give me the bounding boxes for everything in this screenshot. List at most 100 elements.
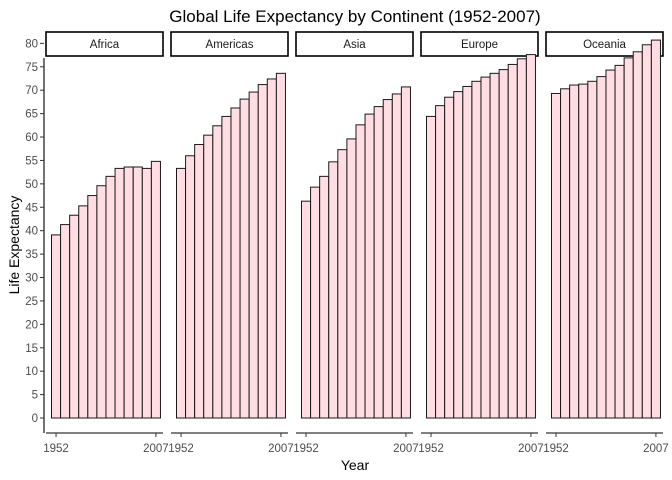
bar-americas-1997 — [257, 84, 268, 419]
bar-europe-1952 — [426, 115, 437, 419]
y-tick-label: 80 — [25, 38, 38, 50]
y-tick-label: 10 — [25, 366, 38, 378]
bar-americas-1962 — [194, 144, 205, 419]
bar-oceania-1977 — [596, 76, 607, 419]
bar-europe-1967 — [453, 91, 464, 419]
bar-oceania-1962 — [569, 84, 580, 419]
facet-strip — [420, 31, 539, 57]
x-tick-label: 1952 — [418, 443, 444, 455]
facet-strip — [170, 31, 289, 57]
y-tick-label: 5 — [32, 390, 38, 402]
facet-strip-label: Europe — [461, 39, 498, 51]
x-axis-title: Year — [341, 457, 370, 473]
bar-africa-1977 — [96, 185, 107, 419]
y-tick-label: 60 — [25, 132, 38, 144]
bar-asia-1962 — [319, 175, 330, 419]
bar-europe-1977 — [471, 80, 482, 419]
y-tick-label: 25 — [25, 296, 38, 308]
bar-oceania-1957 — [560, 88, 571, 419]
bar-americas-2002 — [266, 78, 277, 419]
bar-americas-1967 — [203, 134, 214, 419]
facet-strip-label: Asia — [343, 39, 366, 51]
bar-americas-1957 — [185, 155, 196, 419]
y-tick-label: 35 — [25, 249, 38, 261]
bar-asia-1992 — [373, 106, 384, 419]
bar-africa-1992 — [123, 166, 134, 419]
bar-africa-1997 — [132, 166, 143, 419]
y-tick-label: 20 — [25, 319, 38, 331]
x-tick-label: 1952 — [543, 443, 569, 455]
bar-europe-1987 — [489, 72, 500, 419]
bar-europe-1997 — [507, 63, 518, 419]
bar-africa-1967 — [78, 205, 89, 419]
bar-africa-2007 — [150, 160, 161, 419]
facet-strip — [295, 31, 414, 57]
bar-oceania-1972 — [587, 80, 598, 419]
y-tick-label: 70 — [25, 85, 38, 97]
bar-americas-2007 — [275, 72, 286, 419]
bar-asia-1987 — [364, 113, 375, 419]
bar-africa-1987 — [114, 167, 125, 419]
y-tick-label: 65 — [25, 109, 38, 121]
bar-oceania-1967 — [578, 83, 589, 419]
bar-oceania-1992 — [623, 57, 634, 419]
bar-oceania-1987 — [614, 64, 625, 419]
bar-africa-1962 — [69, 214, 80, 419]
bar-africa-1957 — [60, 224, 71, 419]
bar-africa-2002 — [141, 167, 152, 419]
bar-asia-2002 — [391, 93, 402, 419]
bar-europe-1992 — [498, 69, 509, 419]
bar-asia-1972 — [337, 149, 348, 419]
facet-panel-asia: Asia 1952 2007 — [293, 31, 419, 455]
y-tick-label: 75 — [25, 62, 38, 74]
bar-asia-1952 — [301, 200, 312, 419]
x-tick-label: 1952 — [168, 443, 194, 455]
bar-americas-1952 — [176, 167, 187, 419]
bar-europe-1972 — [462, 85, 473, 419]
y-tick-label: 45 — [25, 202, 38, 214]
bar-asia-1997 — [382, 99, 393, 419]
bar-americas-1982 — [230, 107, 241, 419]
bar-africa-1982 — [105, 175, 116, 419]
bar-europe-1982 — [480, 76, 491, 419]
y-tick-label: 40 — [25, 226, 38, 238]
bar-americas-1987 — [239, 98, 250, 419]
bar-africa-1972 — [87, 195, 98, 419]
bar-europe-2002 — [516, 58, 527, 419]
facet-strip-label: Africa — [90, 39, 120, 51]
y-axis: 0 5 10 15 20 25 30 35 40 45 50 55 60 65 70 75 80 — [25, 38, 45, 433]
y-tick-label: 55 — [25, 155, 38, 167]
x-tick-label: 1952 — [43, 443, 69, 455]
facet-strip — [45, 31, 164, 57]
x-tick-label: 2007 — [518, 443, 544, 455]
y-tick-label: 30 — [25, 273, 38, 285]
bar-asia-1982 — [355, 124, 366, 419]
bar-asia-2007 — [400, 86, 411, 419]
bar-oceania-1997 — [632, 51, 643, 419]
y-tick-label: 15 — [25, 343, 38, 355]
y-tick-label: 50 — [25, 179, 38, 191]
bar-europe-1957 — [435, 105, 446, 419]
facet-panel-europe: Europe 1952 2007 — [418, 31, 544, 455]
bar-africa-1952 — [51, 234, 62, 419]
facet-strip-label: Oceania — [583, 39, 626, 51]
bar-americas-1977 — [221, 115, 232, 419]
x-tick-label: 2007 — [393, 443, 419, 455]
bar-asia-1957 — [310, 186, 321, 419]
x-tick-label: 2007 — [268, 443, 294, 455]
bar-americas-1992 — [248, 91, 259, 419]
facet-panel-americas: Americas 1952 2007 — [168, 31, 294, 455]
facet-panel-africa: Africa 1952 2007 — [43, 31, 169, 455]
y-axis-title: Life Expectancy — [6, 196, 22, 295]
bar-europe-1962 — [444, 96, 455, 419]
bar-oceania-1952 — [551, 92, 562, 419]
bar-asia-1967 — [328, 161, 339, 419]
bar-oceania-1982 — [605, 69, 616, 419]
bar-europe-2007 — [525, 54, 536, 419]
bar-oceania-2002 — [641, 44, 652, 419]
x-tick-label: 2007 — [643, 443, 669, 455]
bar-americas-1972 — [212, 125, 223, 419]
x-tick-label: 2007 — [143, 443, 169, 455]
